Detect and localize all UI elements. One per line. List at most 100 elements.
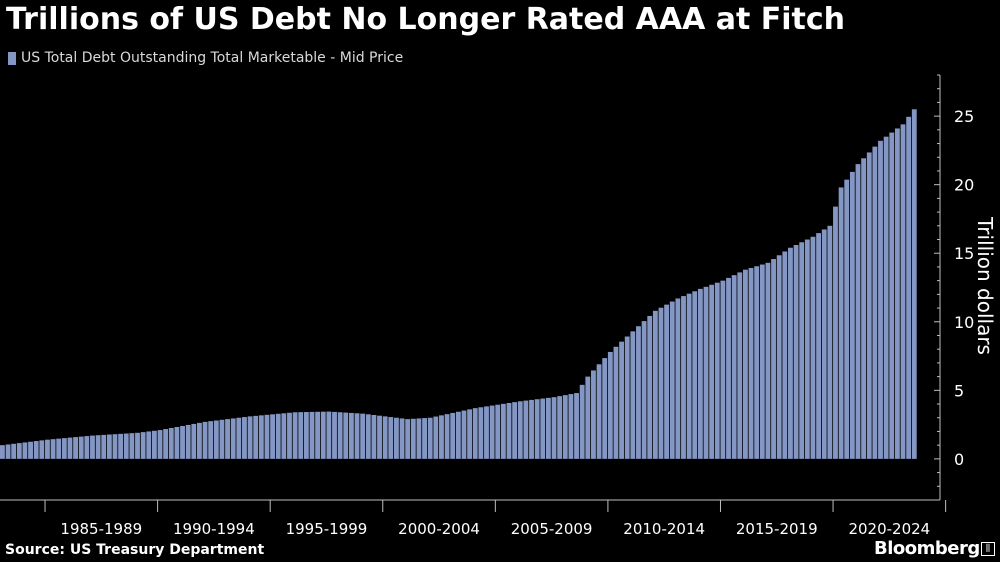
y-tick-label: 10	[954, 313, 974, 332]
bar	[258, 415, 264, 459]
bar	[33, 441, 39, 459]
bar	[585, 376, 591, 459]
bar	[540, 398, 546, 459]
bar	[579, 384, 585, 459]
bar	[619, 341, 624, 459]
bar	[866, 152, 872, 459]
bar	[765, 262, 771, 459]
bar	[664, 304, 670, 459]
bar	[799, 242, 805, 459]
bar	[849, 171, 855, 459]
bar	[157, 430, 163, 459]
bar	[422, 418, 427, 459]
bar	[900, 124, 906, 459]
bar	[720, 280, 726, 459]
chart-title: Trillions of US Debt No Longer Rated AAA…	[6, 2, 846, 37]
bar	[185, 424, 191, 459]
bar	[804, 239, 810, 459]
y-tick-label: 5	[954, 381, 964, 400]
bar	[298, 412, 304, 459]
bar	[641, 321, 647, 459]
bar	[0, 445, 5, 459]
bar	[427, 417, 433, 459]
bar	[213, 420, 219, 459]
bar	[191, 423, 197, 459]
bar	[112, 434, 118, 459]
bar	[613, 346, 619, 459]
bar	[73, 437, 78, 459]
bar	[11, 443, 17, 459]
bar	[624, 336, 630, 459]
bar	[658, 307, 664, 459]
bar	[861, 158, 867, 459]
bar	[776, 255, 782, 459]
bar	[489, 405, 495, 459]
source-note: Source: US Treasury Department	[5, 542, 265, 558]
bar	[669, 301, 675, 459]
bar	[5, 444, 11, 459]
bar	[686, 293, 692, 459]
bar	[50, 439, 56, 459]
bar	[168, 428, 174, 459]
bar	[225, 419, 230, 459]
y-tick-label: 25	[954, 107, 974, 126]
bar	[703, 286, 709, 459]
legend-swatch	[8, 51, 16, 65]
legend-label: US Total Debt Outstanding Total Marketab…	[21, 50, 404, 66]
bar	[264, 414, 270, 459]
bar	[821, 229, 827, 459]
bar	[202, 421, 208, 459]
bar	[878, 140, 883, 459]
bar	[523, 400, 529, 459]
bar	[45, 439, 50, 459]
bar	[309, 411, 315, 459]
bar	[512, 402, 518, 459]
bar	[253, 415, 259, 459]
bar	[236, 417, 242, 459]
bar	[326, 411, 332, 459]
bar	[827, 225, 833, 459]
bar	[742, 269, 748, 459]
bar	[692, 291, 698, 459]
bar	[472, 408, 478, 459]
bar	[394, 417, 399, 459]
bar	[681, 296, 686, 459]
bar	[287, 412, 292, 459]
bar	[838, 187, 844, 459]
bar	[467, 409, 473, 459]
x-tick-label: 2020-2024	[848, 520, 930, 538]
bar	[332, 411, 337, 459]
x-tick-label: 2010-2014	[623, 520, 705, 538]
bar	[28, 441, 33, 459]
y-tick-label: 20	[954, 176, 974, 195]
bloomberg-logo: Bloomberg	[874, 538, 980, 559]
bar	[557, 396, 563, 459]
bar	[754, 266, 760, 459]
bar	[84, 436, 90, 459]
bar	[697, 288, 703, 459]
bar	[247, 416, 253, 459]
bar	[16, 443, 22, 459]
bar	[146, 431, 152, 459]
bar	[208, 421, 214, 459]
y-tick-label: 0	[954, 450, 964, 469]
y-tick-label: 15	[954, 244, 974, 263]
bar	[275, 413, 281, 459]
bar	[123, 433, 129, 459]
bar	[596, 364, 602, 459]
bar	[382, 416, 388, 459]
bar	[230, 418, 236, 459]
y-axis-title: Trillion dollars	[973, 216, 997, 355]
bar	[197, 422, 202, 459]
bar	[529, 399, 534, 459]
bar	[647, 315, 653, 459]
bar	[129, 433, 135, 459]
bar	[782, 251, 788, 459]
bar	[495, 404, 501, 459]
bar	[61, 438, 67, 459]
bar	[793, 245, 799, 459]
bar	[343, 412, 349, 459]
bar	[320, 411, 326, 459]
bar	[906, 116, 912, 459]
